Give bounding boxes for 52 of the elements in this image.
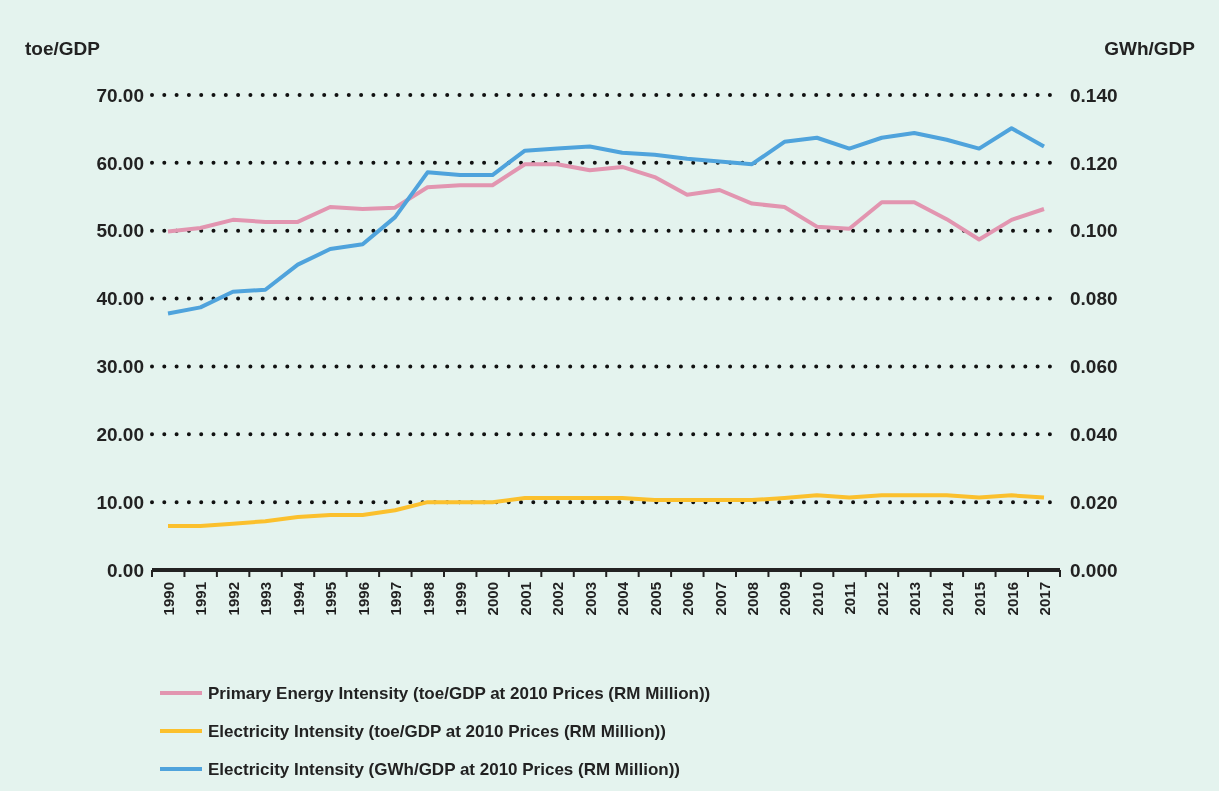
y2-tick-label: 0.100: [1070, 220, 1118, 242]
y-axis-title: toe/GDP: [25, 38, 101, 59]
x-tick-label: 1995: [322, 582, 340, 616]
x-tick-label: 2011: [841, 582, 859, 615]
line-series: [166, 493, 1046, 528]
x-tick-label: 1994: [289, 581, 307, 616]
y2-tick-label: 0.120: [1070, 152, 1118, 174]
x-tick-label: 2012: [873, 582, 891, 616]
x-tick-label: 2016: [1003, 582, 1021, 616]
x-tick-label: 1998: [419, 582, 437, 616]
y2-tick-label: 0.040: [1070, 423, 1118, 445]
x-tick-label: 1993: [257, 582, 275, 616]
y-tick-label: 20.00: [96, 423, 144, 445]
x-tick-label: 2015: [971, 582, 989, 616]
y-tick-label: 60.00: [96, 152, 144, 174]
y2-tick-label: 0.020: [1070, 491, 1118, 513]
x-tick-label: 2009: [776, 582, 794, 616]
x-tick-label: 2000: [484, 582, 502, 616]
x-tick-label: 2017: [1036, 582, 1053, 616]
x-tick-label: 1992: [224, 582, 242, 616]
y-tick-label: 40.00: [96, 288, 144, 310]
x-tick-label: 1990: [160, 582, 177, 616]
x-tick-label: 2010: [808, 582, 826, 616]
x-tick-label: 2005: [646, 582, 664, 616]
x-tick-label: 2007: [711, 582, 729, 616]
x-tick-label: 1997: [387, 582, 405, 616]
legend-label: Primary Energy Intensity (toe/GDP at 2010 Prices (RM Million)): [208, 683, 711, 703]
y2-axis-title: GWh/GDP: [1104, 38, 1196, 59]
y2-tick-label: 0.140: [1070, 84, 1118, 106]
y-tick-label: 70.00: [96, 84, 144, 106]
y2-tick-label: 0.060: [1070, 356, 1118, 378]
y-tick-label: 10.00: [96, 491, 144, 513]
x-tick-label: 2002: [549, 582, 567, 616]
legend-label: Electricity Intensity (toe/GDP at 2010 Prices (RM Million)): [208, 721, 666, 741]
y-tick-label: 0.00: [107, 559, 144, 581]
legend-label: Electricity Intensity (GWh/GDP at 2010 Prices (RM Million)): [208, 759, 681, 779]
x-tick-label: 2003: [581, 582, 599, 616]
line-series: [166, 126, 1046, 316]
x-tick-label: 2013: [906, 582, 924, 616]
x-tick-label: 1991: [192, 582, 210, 616]
y-tick-label: 50.00: [96, 220, 144, 242]
x-tick-label: 1999: [452, 582, 469, 616]
x-tick-label: 2008: [744, 582, 761, 616]
x-tick-label: 2001: [516, 582, 534, 616]
y2-tick-label: 0.080: [1070, 288, 1118, 310]
x-tick-label: 1996: [354, 582, 372, 616]
x-tick-label: 2006: [679, 582, 697, 616]
y-tick-label: 30.00: [96, 356, 144, 378]
y2-tick-label: 0.000: [1070, 559, 1118, 581]
x-tick-label: 2004: [614, 581, 632, 616]
line-series: [166, 162, 1046, 242]
x-tick-label: 2014: [938, 581, 956, 616]
